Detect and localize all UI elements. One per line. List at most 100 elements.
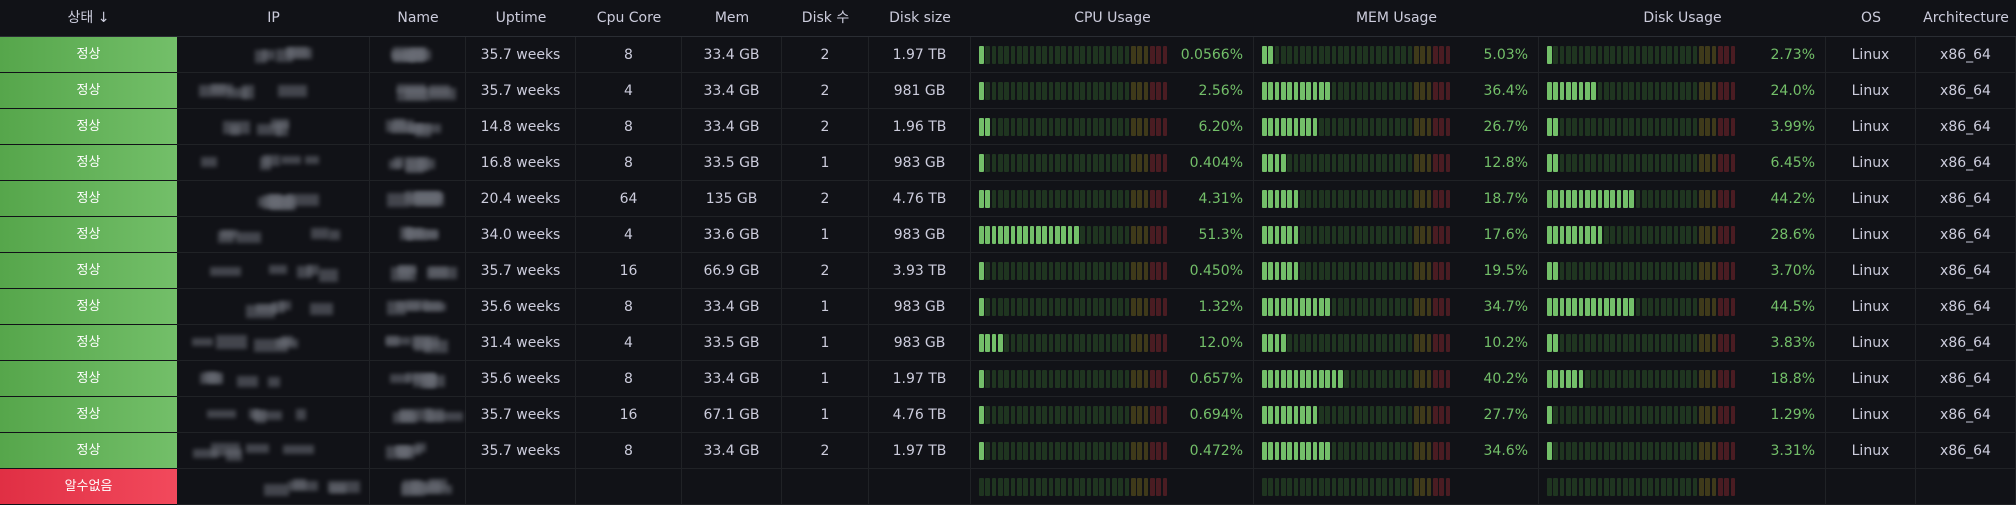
gauge-segment xyxy=(1686,406,1691,424)
gauge-segment xyxy=(1004,478,1009,496)
gauge-segment xyxy=(1156,406,1161,424)
gauge-segment xyxy=(1547,154,1552,172)
arch-cell: x86_64 xyxy=(1916,109,2016,145)
gauge-segment xyxy=(979,82,984,100)
gauge-segment xyxy=(1439,478,1444,496)
gauge-segment xyxy=(1382,298,1387,316)
column-header[interactable]: IP xyxy=(177,0,370,37)
column-header[interactable]: Uptime xyxy=(466,0,576,37)
column-header[interactable]: Disk 수 xyxy=(782,0,869,37)
gauge-segment xyxy=(1268,190,1273,208)
gauge-segment xyxy=(1029,226,1035,244)
gauge-segment xyxy=(1055,478,1060,496)
gauge-segment xyxy=(1319,478,1324,496)
mem-cell: 135 GB xyxy=(682,181,782,217)
bar-gauge xyxy=(979,433,1169,469)
column-header[interactable]: CPU Usage xyxy=(971,0,1254,37)
gauge-segment xyxy=(1433,334,1438,352)
column-header[interactable]: Cpu Core xyxy=(576,0,682,37)
gauge-segment xyxy=(1730,190,1736,208)
gauge-segment xyxy=(1137,370,1142,388)
gauge-segment xyxy=(1067,46,1073,64)
gauge-segment xyxy=(1338,406,1343,424)
gauge-segment xyxy=(1357,442,1362,460)
gauge-segment xyxy=(1547,82,1552,100)
gauge-segment xyxy=(1131,442,1136,460)
gauge-segment xyxy=(1029,82,1035,100)
gauge-segment xyxy=(1080,82,1085,100)
gauge-segment xyxy=(1718,226,1723,244)
redaction xyxy=(255,50,268,64)
gauge-segment xyxy=(1074,190,1079,208)
gauge-segment xyxy=(1124,298,1130,316)
column-header[interactable]: MEM Usage xyxy=(1254,0,1539,37)
gauge-segment xyxy=(1553,370,1558,388)
gauge-segment xyxy=(1293,478,1299,496)
gauge-segment xyxy=(1382,370,1387,388)
gauge-segment xyxy=(1017,154,1022,172)
gauge-segment xyxy=(1143,118,1149,136)
gauge-segment xyxy=(1604,190,1609,208)
mem-cell: 33.4 GB xyxy=(682,73,782,109)
gauge-segment xyxy=(1124,442,1130,460)
column-header[interactable]: 상태 ↓ xyxy=(0,0,177,37)
gauge-segment xyxy=(1137,442,1142,460)
status-cell: 정상 xyxy=(0,181,177,217)
gauge-value: 28.6% xyxy=(1770,227,1815,243)
gauge-segment xyxy=(1578,442,1584,460)
gauge-segment xyxy=(1692,262,1698,280)
gauge-segment xyxy=(1055,190,1060,208)
gauge-segment xyxy=(1086,442,1092,460)
gauge-segment xyxy=(1426,334,1432,352)
column-header[interactable]: Mem xyxy=(682,0,782,37)
redaction xyxy=(393,156,405,169)
gauge-segment xyxy=(1642,442,1647,460)
gauge-segment xyxy=(1010,442,1016,460)
column-header[interactable]: Disk size xyxy=(869,0,971,37)
gauge-segment xyxy=(1388,262,1394,280)
gauge-segment xyxy=(1401,334,1406,352)
gauge-segment xyxy=(1131,334,1136,352)
column-header[interactable]: OS xyxy=(1826,0,1916,37)
gauge-segment xyxy=(1610,334,1615,352)
gauge-segment xyxy=(1420,406,1425,424)
gauge-segment xyxy=(1350,226,1356,244)
gauge-segment xyxy=(985,154,990,172)
gauge-segment xyxy=(1131,190,1136,208)
gauge-segment xyxy=(1559,190,1565,208)
gauge-segment xyxy=(1414,226,1419,244)
status-cell: 정상 xyxy=(0,109,177,145)
gauge-segment xyxy=(1131,298,1136,316)
gauge-segment xyxy=(979,190,984,208)
name-cell-redacted xyxy=(370,325,466,361)
gauge-segment xyxy=(1350,478,1356,496)
column-header[interactable]: Architecture xyxy=(1916,0,2016,37)
gauge-segment xyxy=(1124,226,1130,244)
gauge-segment xyxy=(1306,406,1311,424)
gauge-segment xyxy=(1426,226,1432,244)
gauge-segment xyxy=(1705,334,1710,352)
gauge-segment xyxy=(1439,190,1444,208)
gauge-value: 18.8% xyxy=(1770,371,1815,387)
redaction xyxy=(281,155,302,165)
redaction xyxy=(278,85,308,98)
gauge-segment xyxy=(1654,46,1660,64)
gauge-segment xyxy=(1099,46,1104,64)
gauge-segment xyxy=(1137,226,1142,244)
column-header[interactable]: Name xyxy=(370,0,466,37)
column-header[interactable]: Disk Usage xyxy=(1539,0,1826,37)
gauge-segment xyxy=(1623,82,1628,100)
gauge-segment xyxy=(1274,334,1280,352)
gauge-segment xyxy=(1730,334,1736,352)
gauge-segment xyxy=(1331,298,1337,316)
redaction xyxy=(242,85,255,99)
gauge-value: 34.7% xyxy=(1483,299,1528,315)
gauge-segment xyxy=(1281,370,1286,388)
ip-cell-redacted xyxy=(177,361,370,397)
gauge-segment xyxy=(1086,406,1092,424)
gauge-segment xyxy=(1585,298,1590,316)
gauge-segment xyxy=(1369,334,1375,352)
gauge-segment xyxy=(1061,118,1066,136)
gauge-segment xyxy=(1566,190,1571,208)
gauge-segment xyxy=(1667,334,1672,352)
